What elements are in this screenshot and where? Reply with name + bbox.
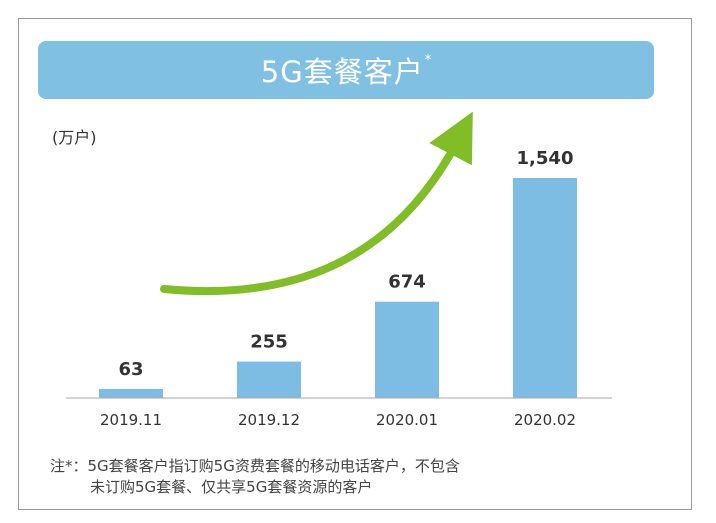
bar-2019.11 <box>99 389 163 398</box>
category-label-2020.02: 2020.02 <box>514 411 576 429</box>
bar-2020.02 <box>513 178 577 398</box>
title-banner: 5G套餐客户 * <box>38 41 654 99</box>
value-label-2019.11: 63 <box>118 359 143 380</box>
value-label-2020.02: 1,540 <box>517 148 574 169</box>
bar-2020.01 <box>375 301 439 398</box>
chart-title: 5G套餐客户 <box>260 55 424 89</box>
category-label-2019.12: 2019.12 <box>238 411 300 429</box>
bars-layer <box>99 178 577 398</box>
bar-2019.12 <box>237 361 301 398</box>
labels-layer: 63 2019.11 255 2019.12 674 2020.01 1,540 2020.0… <box>100 148 576 429</box>
category-label-2020.01: 2020.01 <box>376 411 438 429</box>
trend-arrow-icon <box>160 111 473 296</box>
chart-frame <box>18 18 692 510</box>
value-label-2020.01: 674 <box>388 272 426 293</box>
footnote-line-1: 注*：5G套餐客户指订购5G资费套餐的移动电话客户，不包含 <box>50 457 460 475</box>
title-asterisk: * <box>424 52 432 68</box>
footnote: 注*：5G套餐客户指订购5G资费套餐的移动电话客户，不包含 未订购5G套餐、仅共… <box>50 456 460 498</box>
unit-label: (万户) <box>52 128 97 147</box>
category-label-2019.11: 2019.11 <box>100 411 162 429</box>
value-label-2019.12: 255 <box>250 332 288 353</box>
footnote-line-2: 未订购5G套餐、仅共享5G套餐资源的客户 <box>90 478 373 496</box>
